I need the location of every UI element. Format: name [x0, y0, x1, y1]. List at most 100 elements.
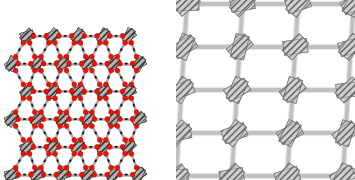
Polygon shape	[121, 83, 136, 100]
Circle shape	[129, 137, 134, 142]
Circle shape	[69, 33, 74, 38]
Circle shape	[27, 137, 32, 142]
Ellipse shape	[74, 63, 77, 64]
Polygon shape	[55, 168, 70, 180]
Circle shape	[72, 151, 77, 156]
Ellipse shape	[99, 174, 102, 176]
Ellipse shape	[74, 118, 77, 120]
Circle shape	[115, 54, 120, 59]
Circle shape	[32, 68, 37, 73]
Polygon shape	[340, 0, 355, 15]
Circle shape	[41, 61, 46, 66]
Circle shape	[21, 137, 26, 142]
Circle shape	[47, 151, 51, 156]
Ellipse shape	[95, 159, 97, 162]
Ellipse shape	[108, 48, 109, 51]
Circle shape	[67, 117, 71, 122]
Circle shape	[178, 87, 185, 93]
Circle shape	[80, 172, 84, 177]
Polygon shape	[173, 0, 201, 16]
Circle shape	[64, 54, 69, 59]
Polygon shape	[331, 163, 355, 180]
Circle shape	[47, 96, 51, 101]
Circle shape	[104, 82, 108, 87]
Circle shape	[115, 123, 120, 129]
Ellipse shape	[95, 48, 97, 51]
Circle shape	[31, 89, 36, 94]
Circle shape	[123, 40, 127, 45]
Ellipse shape	[108, 104, 109, 107]
Circle shape	[54, 172, 59, 177]
Circle shape	[342, 130, 349, 136]
Ellipse shape	[44, 48, 46, 51]
Circle shape	[173, 173, 179, 180]
Circle shape	[53, 151, 58, 156]
Polygon shape	[285, 0, 311, 17]
Circle shape	[27, 151, 32, 156]
Circle shape	[21, 82, 26, 87]
Circle shape	[123, 96, 127, 101]
Ellipse shape	[133, 76, 135, 79]
Circle shape	[231, 130, 237, 136]
Polygon shape	[81, 166, 95, 180]
Ellipse shape	[44, 76, 46, 79]
Circle shape	[58, 165, 62, 170]
Ellipse shape	[44, 104, 46, 107]
Polygon shape	[131, 167, 147, 180]
Circle shape	[16, 172, 21, 177]
Circle shape	[176, 130, 182, 136]
Circle shape	[236, 44, 243, 50]
Circle shape	[97, 151, 102, 156]
Circle shape	[236, 44, 243, 50]
Circle shape	[78, 137, 83, 142]
Circle shape	[83, 123, 88, 129]
Circle shape	[184, 0, 190, 7]
Circle shape	[120, 144, 125, 149]
Ellipse shape	[69, 104, 71, 107]
Polygon shape	[164, 169, 189, 180]
Circle shape	[64, 165, 69, 170]
Circle shape	[234, 87, 240, 93]
Polygon shape	[222, 119, 247, 147]
Ellipse shape	[125, 118, 128, 120]
Ellipse shape	[31, 48, 33, 51]
Polygon shape	[71, 86, 85, 97]
Circle shape	[292, 44, 299, 50]
Circle shape	[342, 130, 349, 136]
Circle shape	[67, 172, 71, 177]
Circle shape	[287, 130, 293, 136]
Polygon shape	[274, 166, 301, 180]
Ellipse shape	[69, 76, 71, 79]
Ellipse shape	[57, 159, 59, 162]
Polygon shape	[226, 76, 248, 104]
Circle shape	[92, 61, 97, 66]
Circle shape	[340, 173, 346, 180]
Circle shape	[287, 130, 293, 136]
Circle shape	[115, 165, 120, 170]
Ellipse shape	[82, 159, 84, 162]
Circle shape	[67, 61, 71, 66]
Polygon shape	[229, 0, 256, 17]
Ellipse shape	[48, 63, 51, 64]
Polygon shape	[338, 33, 355, 60]
Circle shape	[72, 137, 77, 142]
Circle shape	[104, 40, 108, 45]
Ellipse shape	[89, 91, 92, 92]
Circle shape	[27, 40, 32, 45]
Polygon shape	[30, 168, 45, 180]
Polygon shape	[4, 112, 20, 126]
Circle shape	[80, 61, 84, 66]
Circle shape	[295, 0, 301, 7]
Ellipse shape	[120, 159, 122, 162]
Circle shape	[97, 40, 102, 45]
Polygon shape	[107, 166, 120, 180]
Circle shape	[44, 33, 49, 38]
Circle shape	[348, 44, 354, 50]
Polygon shape	[29, 112, 45, 126]
Circle shape	[134, 68, 139, 73]
Circle shape	[118, 61, 122, 66]
Polygon shape	[47, 83, 59, 100]
Circle shape	[105, 172, 110, 177]
Polygon shape	[45, 140, 60, 154]
Ellipse shape	[23, 63, 26, 64]
